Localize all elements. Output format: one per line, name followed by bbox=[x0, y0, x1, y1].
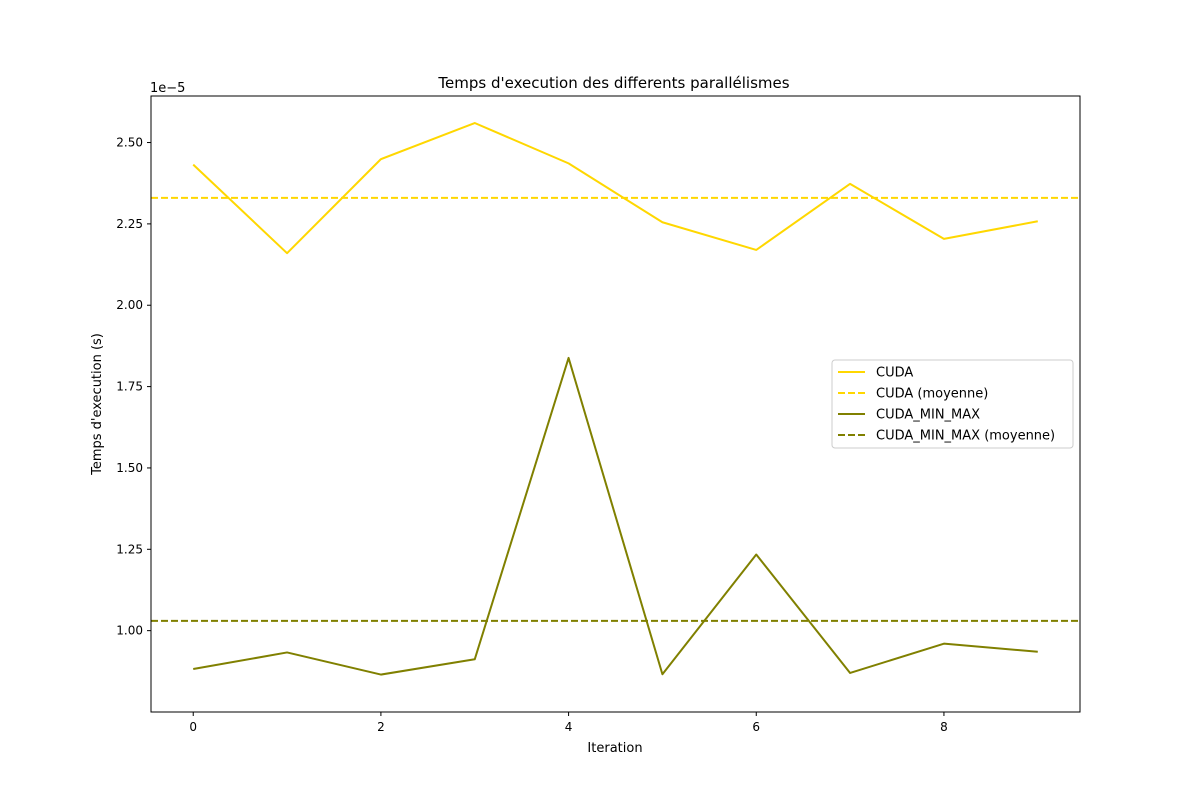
plot-area-frame bbox=[150, 95, 1081, 713]
chart-title: Temps d'execution des differents parallé… bbox=[437, 74, 789, 92]
legend: CUDA CUDA (moyenne) CUDA_MIN_MAX CUDA_MIN_M… bbox=[831, 359, 1074, 449]
axis-ticks: 0 2 4 6 8 1.00 1.25 1.50 1.75 2.00 2.25 2.50 bbox=[116, 136, 947, 734]
y-axis-label: Temps d'execution (s) bbox=[90, 333, 105, 476]
y-tick-label: 1.75 bbox=[116, 380, 143, 394]
y-tick-label: 1.50 bbox=[116, 461, 143, 475]
y-tick-label: 2.25 bbox=[116, 217, 143, 231]
x-tick-label: 2 bbox=[377, 720, 385, 734]
cuda-min-max-line bbox=[193, 356, 1038, 676]
y-tick-label: 2.50 bbox=[116, 136, 143, 150]
y-offset-label: 1e−5 bbox=[150, 81, 185, 96]
y-tick-label: 1.25 bbox=[116, 542, 143, 556]
cuda-line bbox=[192, 122, 1038, 255]
x-tick-label: 8 bbox=[940, 720, 948, 734]
legend-label: CUDA (moyenne) bbox=[876, 387, 988, 402]
series-lines bbox=[151, 122, 1080, 676]
legend-label: CUDA_MIN_MAX (moyenne) bbox=[876, 429, 1055, 444]
y-tick-label: 2.00 bbox=[116, 298, 143, 312]
x-axis-label: Iteration bbox=[587, 741, 642, 756]
x-tick-label: 4 bbox=[565, 720, 573, 734]
legend-label: CUDA bbox=[876, 366, 913, 381]
legend-label: CUDA_MIN_MAX bbox=[876, 408, 980, 423]
x-tick-label: 0 bbox=[189, 720, 197, 734]
legend-box bbox=[831, 359, 1074, 449]
x-tick-label: 6 bbox=[752, 720, 760, 734]
y-tick-label: 1.00 bbox=[116, 624, 143, 638]
